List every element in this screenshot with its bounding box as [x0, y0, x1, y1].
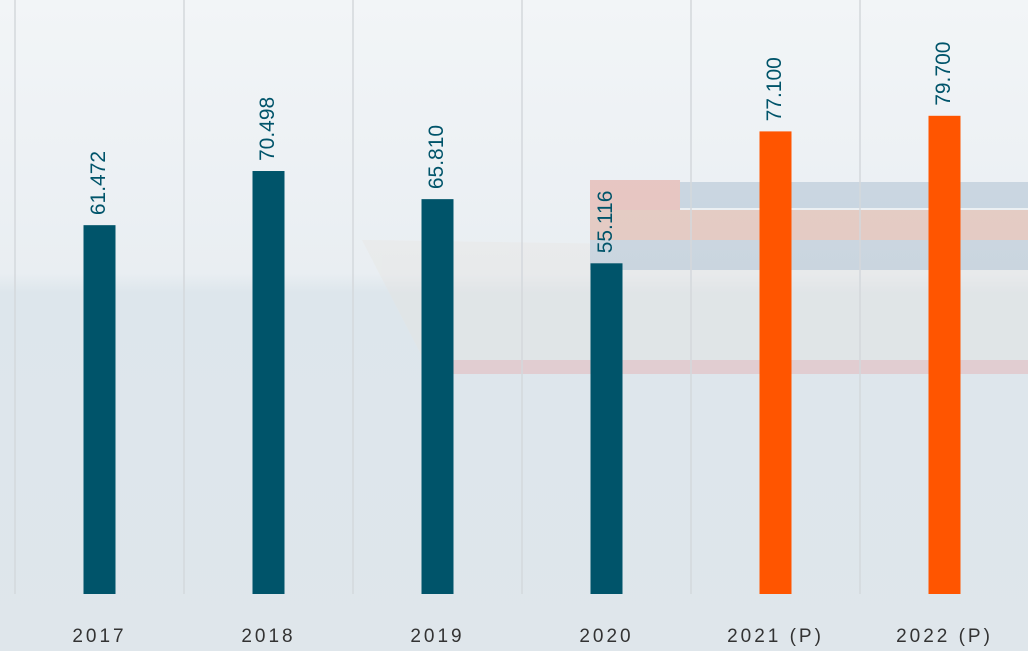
value-label: 65.810 — [425, 125, 448, 189]
bar — [252, 171, 285, 594]
value-label: 61.472 — [87, 151, 110, 215]
x-tick-label: 2018 — [241, 626, 295, 647]
bar — [928, 115, 961, 595]
value-label: 70.498 — [256, 97, 279, 161]
x-tick-label: 2019 — [410, 626, 464, 647]
bar — [83, 225, 116, 594]
x-tick-label: 2021 (P) — [727, 626, 824, 647]
bar — [421, 199, 454, 594]
bar — [590, 263, 623, 594]
bar — [759, 131, 792, 594]
x-tick-label: 2022 (P) — [896, 626, 993, 647]
value-label: 79.700 — [932, 42, 955, 106]
x-tick-label: 2020 — [579, 626, 633, 647]
value-label: 77.100 — [763, 57, 786, 121]
value-label: 55.116 — [594, 191, 617, 254]
x-tick-label: 2017 — [72, 626, 126, 647]
